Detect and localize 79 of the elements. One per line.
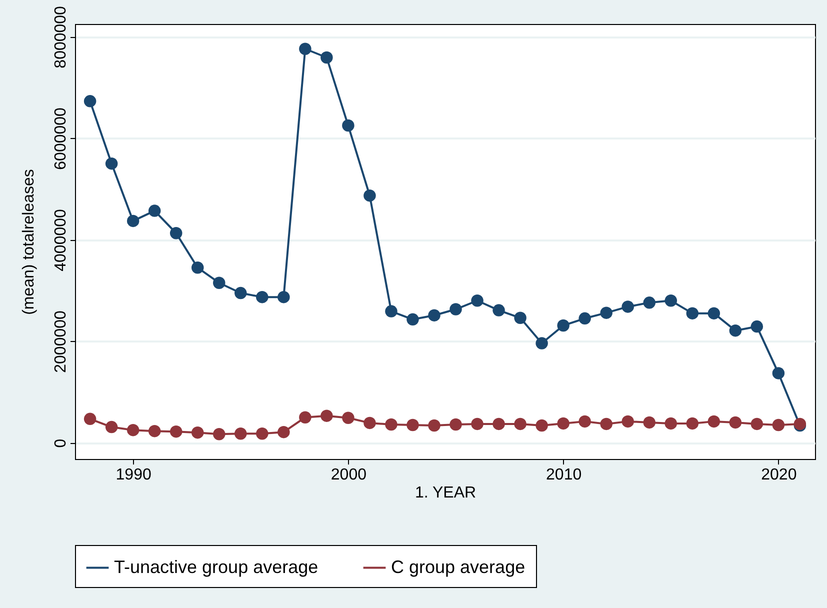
point [364, 189, 376, 202]
point [256, 290, 268, 304]
point [686, 307, 699, 320]
point [299, 42, 312, 55]
point [450, 303, 462, 316]
y-tick-label: 6000000 [52, 107, 70, 170]
point [148, 424, 161, 438]
point [105, 420, 118, 434]
point [578, 312, 591, 325]
point [600, 306, 612, 319]
legend-label: C group average [391, 556, 526, 577]
point [708, 415, 720, 428]
point [213, 428, 226, 440]
point [105, 157, 118, 170]
point [191, 262, 204, 274]
point [450, 418, 462, 431]
x-tick-label: 2000 [330, 466, 367, 484]
point [170, 425, 182, 438]
point [84, 95, 96, 108]
point [664, 294, 677, 307]
point [148, 204, 161, 217]
point [406, 418, 419, 432]
point [557, 319, 570, 332]
point [234, 286, 247, 300]
point [385, 305, 398, 318]
point [750, 320, 764, 333]
point [191, 426, 204, 439]
point [126, 214, 140, 228]
y-tick-label: 0 [52, 438, 70, 448]
point [514, 312, 526, 324]
point [492, 304, 505, 316]
x-tick-label: 2010 [546, 466, 582, 484]
point [428, 309, 440, 322]
point [126, 424, 140, 436]
point [664, 417, 677, 430]
point [708, 307, 720, 320]
point [428, 419, 440, 432]
x-axis-title: 1. YEAR [414, 484, 476, 502]
x-tick-label: 1990 [116, 466, 152, 484]
point [729, 324, 742, 337]
x-tick-label: 2020 [761, 466, 797, 484]
point [406, 313, 419, 326]
y-tick-label: 2000000 [52, 310, 70, 373]
point [536, 337, 548, 350]
point [213, 276, 226, 289]
point [514, 418, 526, 430]
point [772, 367, 785, 380]
point [643, 296, 656, 309]
y-tick-label: 4000000 [52, 208, 70, 272]
point [320, 51, 333, 64]
point [342, 412, 354, 424]
point [342, 119, 354, 132]
point [686, 417, 699, 430]
point [471, 294, 484, 307]
point [729, 416, 742, 429]
point [643, 416, 656, 429]
point [772, 418, 785, 432]
point [385, 418, 398, 431]
point [278, 290, 290, 304]
point [471, 418, 484, 430]
point [170, 227, 182, 240]
legend-label: T-unactive group average [114, 556, 318, 577]
point [278, 426, 290, 438]
point [256, 428, 268, 440]
point [557, 417, 570, 430]
point [320, 410, 333, 422]
point [600, 418, 612, 430]
point [578, 415, 591, 428]
point [622, 300, 634, 313]
y-tick-label: 8000000 [52, 6, 70, 68]
point [536, 419, 548, 432]
point [299, 411, 312, 424]
point [234, 428, 247, 440]
point [364, 416, 376, 430]
y-axis-title: (mean) totalreleases [20, 169, 38, 315]
point [750, 418, 764, 430]
point [84, 412, 96, 426]
point [492, 418, 505, 430]
point [622, 415, 634, 428]
